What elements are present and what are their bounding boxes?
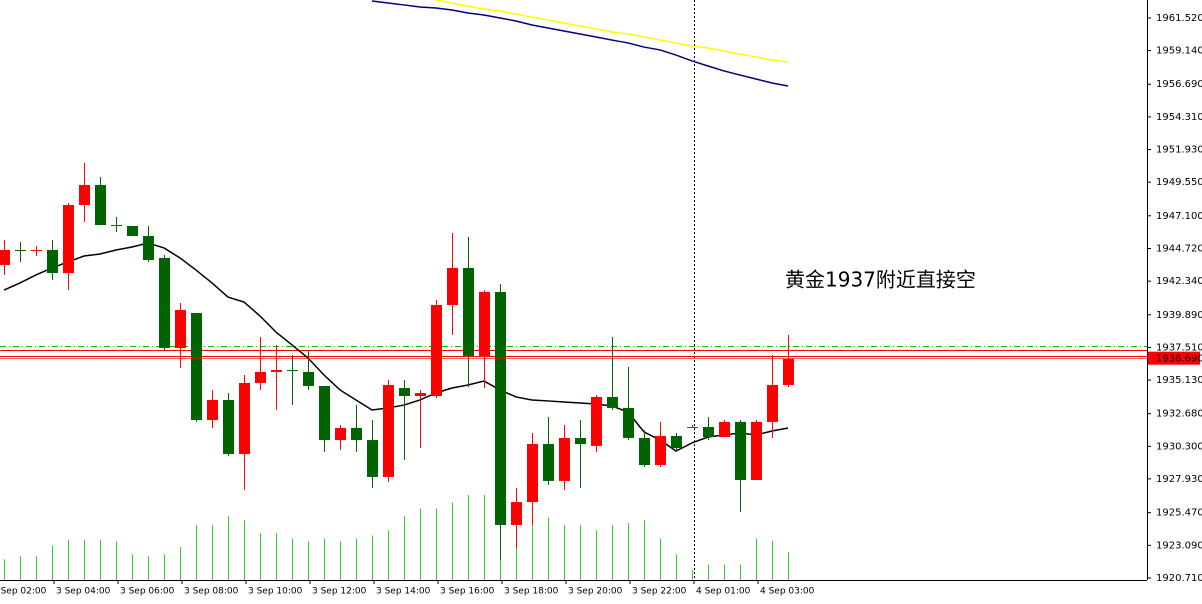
candle-body <box>415 392 426 396</box>
candle-body <box>143 236 154 261</box>
candle-body <box>447 267 458 306</box>
y-tick-label: 1944.720 <box>1156 243 1202 254</box>
candle-body <box>559 437 570 481</box>
candle-body <box>159 257 170 348</box>
x-tick-label: 3 Sep 18:00 <box>504 587 559 597</box>
x-tick-label: 3 Sep 14:00 <box>376 587 431 597</box>
candle-body <box>127 225 138 237</box>
moving-average <box>435 0 789 63</box>
y-tick-label: 1932.680 <box>1156 409 1202 420</box>
y-tick-label: 1937.510 <box>1156 342 1202 353</box>
candle-body <box>271 370 282 372</box>
candle-body <box>351 427 362 441</box>
x-tick-label: 3 Sep 08:00 <box>184 587 239 597</box>
candle-body <box>319 385 330 441</box>
candle-body <box>623 407 634 438</box>
candle-body <box>207 399 218 421</box>
x-tick-label: 3 Sep 10:00 <box>248 587 303 597</box>
candle-body <box>31 250 42 252</box>
candle-body <box>367 440 378 477</box>
candle-body <box>175 309 186 348</box>
candle-body <box>463 267 474 356</box>
y-tick-label: 1942.340 <box>1156 276 1202 287</box>
candle-body <box>719 421 730 438</box>
y-tick-label: 1939.890 <box>1156 310 1202 321</box>
candle-body <box>527 444 538 503</box>
x-tick-label: 3 Sep 04:00 <box>56 587 111 597</box>
y-tick-label: 1927.930 <box>1156 474 1202 485</box>
x-tick-label: 3 Sep 02:00 <box>0 587 47 597</box>
candle-body <box>751 421 762 480</box>
candle-body <box>383 385 394 477</box>
candle-body <box>255 371 266 383</box>
candle-body <box>543 444 554 481</box>
candle-body <box>95 184 106 226</box>
y-tick-label: 1935.130 <box>1156 375 1202 386</box>
y-tick-label: 1959.140 <box>1156 46 1202 57</box>
x-tick-label: 3 Sep 06:00 <box>120 587 175 597</box>
candle-body <box>47 250 58 274</box>
annotation: 黄金1937附近直接空 <box>785 268 976 292</box>
x-tick-label: 4 Sep 01:00 <box>696 587 751 597</box>
x-tick-label: 4 Sep 03:00 <box>760 587 815 597</box>
x-tick-label: 3 Sep 22:00 <box>632 587 687 597</box>
candle-body <box>0 250 10 265</box>
candle-body <box>431 305 442 396</box>
candle-body <box>671 435 682 449</box>
x-tick-label: 3 Sep 12:00 <box>312 587 367 597</box>
candle-body <box>239 382 250 455</box>
candle-body <box>735 421 746 480</box>
candle-body <box>63 204 74 274</box>
candle-body <box>303 371 314 386</box>
candle-body <box>783 358 794 386</box>
plot-area <box>0 0 1147 580</box>
candle-body <box>575 437 586 445</box>
candle-body <box>15 250 26 252</box>
candle-body <box>767 385 778 422</box>
candle-body <box>687 427 698 429</box>
candle-body <box>607 396 618 408</box>
y-tick-label: 1954.310 <box>1156 112 1202 123</box>
y-tick-label: 1920.710 <box>1156 573 1202 584</box>
candle-body <box>335 427 346 441</box>
candle-body <box>111 225 122 227</box>
candle-body <box>479 291 490 356</box>
candle-body <box>703 427 714 438</box>
y-tick-label: 1925.470 <box>1156 508 1202 519</box>
moving-average <box>371 0 789 87</box>
x-tick-label: 3 Sep 16:00 <box>440 587 495 597</box>
candle-body <box>495 291 506 525</box>
y-tick-label: 1947.100 <box>1156 211 1202 222</box>
current-price-label: 1936.690 <box>1156 354 1202 365</box>
candle-body <box>399 388 410 396</box>
candle-body <box>79 184 90 205</box>
y-tick-label: 1961.520 <box>1156 13 1202 24</box>
y-tick-label: 1951.930 <box>1156 145 1202 156</box>
candle-body <box>287 370 298 372</box>
y-tick-label: 1930.300 <box>1156 441 1202 452</box>
candle-body <box>223 399 234 455</box>
candle-body <box>655 435 666 466</box>
x-tick-label: 3 Sep 20:00 <box>568 587 623 597</box>
candle-body <box>639 437 650 466</box>
y-tick-label: 1956.690 <box>1156 79 1202 90</box>
current-price-box <box>1148 351 1200 365</box>
candle-body <box>591 396 602 446</box>
candle-body <box>511 502 522 525</box>
candle-body <box>191 312 202 421</box>
y-tick-label: 1923.090 <box>1156 540 1202 551</box>
y-tick-label: 1949.550 <box>1156 177 1202 188</box>
